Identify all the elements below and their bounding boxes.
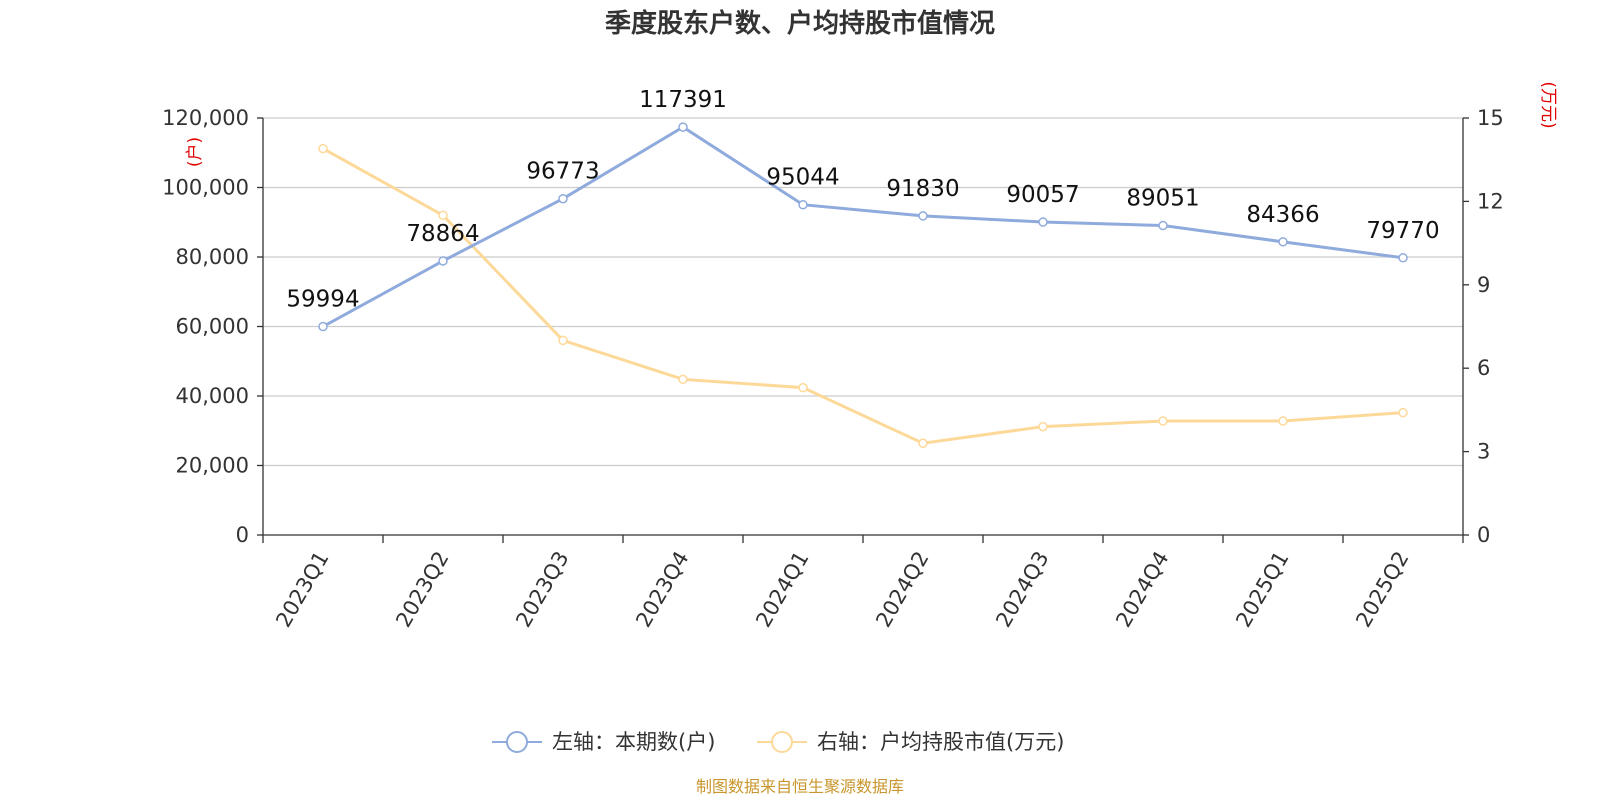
- series-avg-holding-value: [318, 143, 1408, 449]
- series1-point: [1398, 253, 1408, 263]
- legend-item-series2[interactable]: 右轴：户均持股市值(万元): [757, 730, 1064, 754]
- series1-point: [1158, 220, 1168, 231]
- left-tick-label: 80,000: [176, 245, 249, 269]
- x-tick-label: 2024Q2: [871, 547, 933, 631]
- x-axis-ticks: 2023Q1 2023Q2 2023Q3 2023Q4 2024Q1 2024Q2 2024…: [262, 535, 1464, 631]
- series2-point: [1278, 416, 1288, 426]
- x-tick-label: 2024Q4: [1111, 547, 1173, 631]
- series2-point: [1038, 421, 1048, 432]
- series1-point: [438, 256, 448, 266]
- data-label: 59994: [286, 287, 359, 313]
- right-tick-label: 3: [1477, 440, 1490, 464]
- series1-line: [322, 125, 1404, 328]
- legend-label-series2: 右轴：户均持股市值(万元): [817, 730, 1064, 754]
- chart-title: 季度股东户数、户均持股市值情况: [605, 8, 995, 39]
- data-label: 79770: [1366, 218, 1439, 244]
- legend-label-series1: 左轴：本期数(户): [552, 730, 715, 754]
- series-shareholder-count: [318, 122, 1408, 332]
- data-label: 78864: [406, 221, 479, 247]
- series2-point: [438, 210, 448, 221]
- series1-point: [558, 193, 568, 204]
- left-tick-label: 100,000: [162, 176, 249, 200]
- series2-point: [918, 438, 928, 449]
- x-tick-label: 2024Q3: [991, 547, 1053, 631]
- right-tick-label: 0: [1477, 523, 1490, 547]
- series1-point: [798, 199, 808, 210]
- left-tick-label: 40,000: [176, 384, 249, 408]
- x-tick-label: 2023Q1: [271, 547, 333, 631]
- x-tick-label: 2023Q4: [631, 547, 693, 631]
- x-tick-label: 2023Q2: [391, 547, 453, 631]
- x-tick-label: 2025Q1: [1231, 547, 1293, 631]
- legend-marker-series1: [506, 731, 528, 753]
- series1-point: [1038, 217, 1048, 227]
- legend-marker-series2: [771, 731, 793, 753]
- series2-point: [678, 374, 688, 385]
- data-label: 84366: [1246, 202, 1319, 228]
- series2-point: [318, 143, 328, 154]
- data-label: 89051: [1126, 186, 1199, 212]
- x-tick-label: 2024Q1: [751, 547, 813, 631]
- left-axis-unit: (户): [185, 137, 205, 167]
- series1-point: [918, 211, 928, 221]
- source-note: 制图数据来自恒生聚源数据库: [696, 777, 904, 796]
- data-label: 95044: [766, 165, 839, 191]
- series2-point: [1398, 407, 1408, 418]
- series1-point: [1278, 237, 1288, 247]
- data-label: 96773: [526, 159, 599, 185]
- right-tick-label: 12: [1477, 189, 1504, 213]
- x-tick-label: 2025Q2: [1351, 547, 1413, 631]
- series1-point: [678, 122, 688, 132]
- series2-point: [1158, 416, 1168, 426]
- x-tick-label: 2023Q3: [511, 547, 573, 631]
- right-tick-label: 15: [1477, 106, 1504, 130]
- series2-point: [798, 382, 808, 393]
- right-tick-label: 9: [1477, 273, 1490, 297]
- legend[interactable]: 左轴：本期数(户) 右轴：户均持股市值(万元): [492, 730, 1064, 754]
- series2-line: [322, 147, 1404, 445]
- data-label: 117391: [639, 87, 727, 113]
- left-tick-label: 120,000: [162, 106, 249, 130]
- series1-point: [318, 321, 328, 332]
- left-tick-label: 0: [236, 523, 249, 547]
- series2-point: [558, 335, 568, 346]
- data-labels: 59994 78864 96773 117391 95044 91830 90057 8905…: [286, 87, 1439, 312]
- gridlines: [263, 117, 1463, 467]
- data-label: 90057: [1006, 182, 1079, 208]
- right-tick-label: 6: [1477, 356, 1490, 380]
- data-label: 91830: [886, 176, 959, 202]
- right-axis-ticks: 0 3 6 9 12 15: [1463, 106, 1504, 547]
- left-axis-ticks: 0 20,000 40,000 60,000 80,000 100,000 120,000: [162, 106, 263, 547]
- left-tick-label: 20,000: [176, 454, 249, 478]
- right-axis-unit: (万元): [1538, 81, 1558, 128]
- legend-item-series1[interactable]: 左轴：本期数(户): [492, 730, 715, 754]
- left-tick-label: 60,000: [176, 315, 249, 339]
